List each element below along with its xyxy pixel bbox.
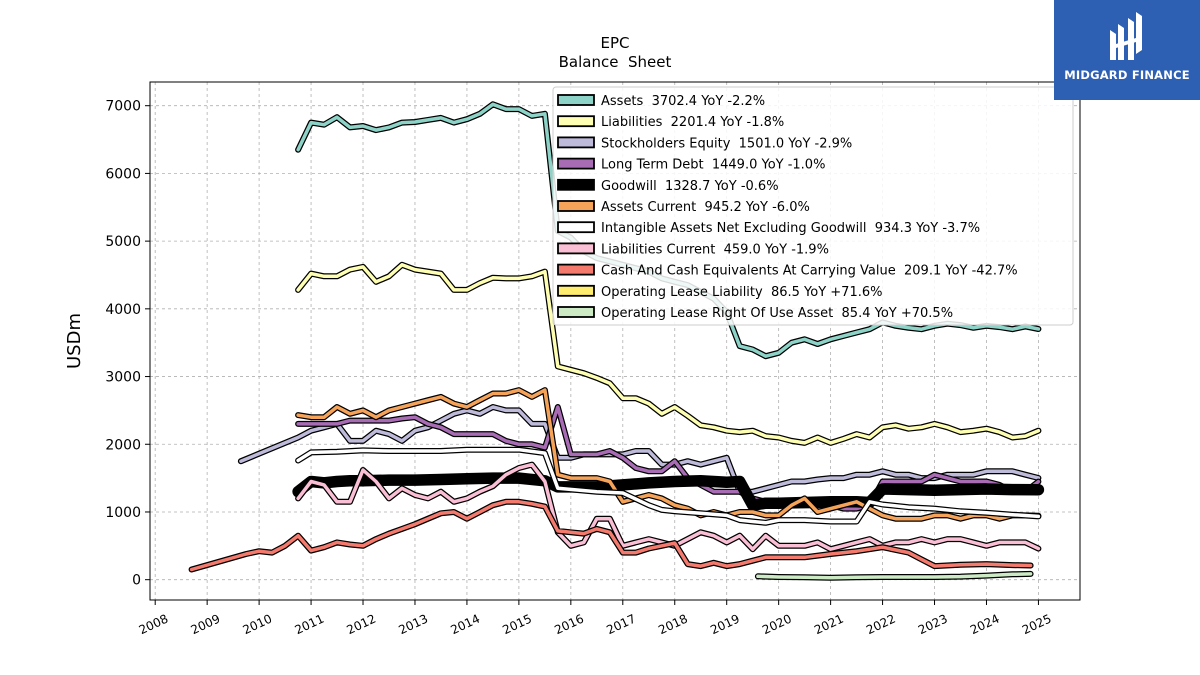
y-tick-label: 4000 xyxy=(105,302,141,318)
y-tick-label: 6000 xyxy=(105,166,141,182)
series-goodwill xyxy=(292,472,1045,511)
legend: Assets 3702.4 YoY -2.2% Liabilities 2201.… xyxy=(552,86,1074,326)
series-intangible-assets-net-excluding-goodwill xyxy=(295,446,1042,526)
legend-label: Operating Lease Liability 86.5 YoY +71.6… xyxy=(601,285,882,300)
plot-frame xyxy=(149,81,1081,601)
series-line xyxy=(296,388,1041,521)
legend-label: Assets Current 945.2 YoY -6.0% xyxy=(601,200,810,215)
series-line xyxy=(296,263,1041,445)
series-line xyxy=(296,405,1041,511)
legend-swatch xyxy=(557,242,595,255)
chart-title: EPC xyxy=(601,34,630,52)
series-assets-current xyxy=(295,387,1042,522)
x-tick-label: 2009 xyxy=(189,612,223,638)
x-tick-label: 2014 xyxy=(448,612,482,638)
legend-swatch xyxy=(557,115,595,128)
series-line xyxy=(296,447,1041,525)
legend-label: Goodwill 1328.7 YoY -0.6% xyxy=(601,179,779,194)
x-tick-label: 2012 xyxy=(345,612,379,638)
legend-label: Long Term Debt 1449.0 YoY -1.0% xyxy=(601,158,825,173)
legend-swatch xyxy=(557,94,595,106)
series-lines xyxy=(188,101,1045,581)
y-tick-label: 0 xyxy=(132,573,141,589)
x-tick-label: 2017 xyxy=(604,612,638,638)
x-tick-label: 2023 xyxy=(916,612,950,638)
legend-swatch xyxy=(557,178,595,191)
midgard-logo-icon xyxy=(1110,12,1142,60)
y-tick-label: 5000 xyxy=(105,234,141,250)
series-long-term-debt xyxy=(295,404,1042,512)
legend-label: Intangible Assets Net Excluding Goodwill… xyxy=(601,221,980,236)
x-tick-label: 2022 xyxy=(864,612,898,638)
x-tick-label: 2024 xyxy=(968,612,1002,638)
x-tick-label: 2021 xyxy=(812,612,846,638)
x-tick-label: 2018 xyxy=(656,612,690,638)
series-line xyxy=(239,405,1041,494)
x-tick-label: 2025 xyxy=(1020,612,1054,638)
legend-label: Assets 3702.4 YoY -2.2% xyxy=(601,94,765,109)
x-tick-label: 2013 xyxy=(396,612,430,638)
x-tick-label: 2011 xyxy=(293,612,327,638)
legend-swatch xyxy=(557,263,595,276)
series-stockholders-equity xyxy=(237,404,1042,495)
x-tick-label: 2019 xyxy=(708,612,742,638)
y-tick-label: 3000 xyxy=(105,370,141,386)
legend-swatch xyxy=(557,157,595,170)
y-axis-label: USDm xyxy=(64,313,85,369)
series-line xyxy=(189,500,1033,572)
legend-label: Cash And Cash Equivalents At Carrying Va… xyxy=(601,264,1018,279)
y-tick-label: 7000 xyxy=(105,99,141,115)
series-liabilities xyxy=(295,261,1042,446)
y-tick-label: 2000 xyxy=(105,437,141,453)
legend-box xyxy=(552,86,1074,326)
x-tick-label: 2015 xyxy=(500,612,534,638)
legend-label: Operating Lease Right Of Use Asset 85.4 … xyxy=(601,306,953,321)
legend-swatch xyxy=(557,306,595,318)
x-tick-label: 2008 xyxy=(137,612,171,638)
series-cash-and-cash-equivalents-at-carrying-value xyxy=(188,498,1034,573)
brand-logo: MIDGARD FINANCE xyxy=(1054,0,1200,100)
legend-label: Liabilities 2201.4 YoY -1.8% xyxy=(601,115,784,130)
series-line xyxy=(756,572,1033,580)
x-tick-label: 2020 xyxy=(760,612,794,638)
chart-subtitle: Balance Sheet xyxy=(559,53,672,71)
brand-name: MIDGARD FINANCE xyxy=(1064,68,1190,82)
series-line xyxy=(293,473,1043,510)
legend-swatch xyxy=(557,200,595,212)
legend-swatch xyxy=(557,221,595,234)
legend-swatch xyxy=(557,284,595,297)
legend-swatch xyxy=(557,136,595,149)
x-tick-label: 2010 xyxy=(241,612,275,638)
series-operating-lease-right-of-use-asset xyxy=(754,570,1034,581)
legend-label: Liabilities Current 459.0 YoY -1.9% xyxy=(601,242,829,257)
y-tick-label: 1000 xyxy=(105,505,141,521)
x-tick-label: 2016 xyxy=(552,612,586,638)
legend-label: Stockholders Equity 1501.0 YoY -2.9% xyxy=(601,136,852,151)
